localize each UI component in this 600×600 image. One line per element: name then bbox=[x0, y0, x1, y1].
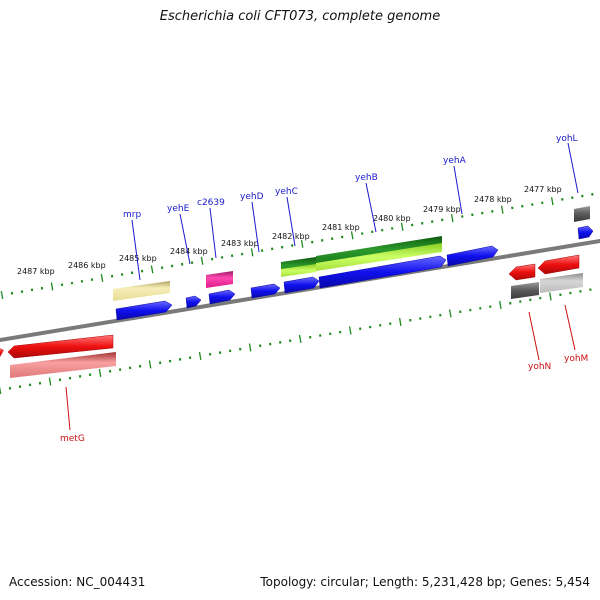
major-tick bbox=[50, 282, 54, 291]
major-tick bbox=[448, 309, 452, 318]
feature-yehC-lower[interactable] bbox=[281, 264, 316, 277]
major-tick bbox=[98, 368, 102, 378]
major-tick bbox=[198, 351, 202, 361]
gene-yehC[interactable] bbox=[283, 276, 320, 294]
ruler-label: 2487 kbp bbox=[17, 267, 55, 276]
major-tick bbox=[148, 360, 152, 369]
major-tick bbox=[150, 265, 154, 274]
gene-label-mrp[interactable]: mrp bbox=[123, 210, 141, 220]
major-tick bbox=[248, 343, 252, 352]
gene-label-yohM[interactable]: yohM bbox=[564, 354, 588, 364]
gene-yehE[interactable] bbox=[185, 295, 202, 309]
major-tick bbox=[200, 256, 204, 265]
ruler-ticks-forward bbox=[0, 192, 594, 300]
ruler-label: 2483 kbp bbox=[221, 239, 259, 248]
major-tick bbox=[250, 248, 254, 257]
gene-label-yohN[interactable]: yohN bbox=[528, 362, 551, 372]
gene-yehD[interactable] bbox=[250, 283, 281, 299]
gene-metG[interactable] bbox=[7, 334, 114, 359]
gene-label-yehB[interactable]: yehB bbox=[355, 173, 378, 183]
major-tick bbox=[450, 214, 454, 223]
major-tick bbox=[499, 300, 502, 310]
ruler-labels: 2487 kbp 2486 kbp 2485 kbp 2484 kbp 2483… bbox=[17, 185, 562, 276]
label-leaders-reverse bbox=[65, 304, 576, 431]
reverse-cds-track bbox=[0, 254, 580, 359]
accession-text: Accession: NC_004431 bbox=[9, 575, 146, 589]
major-tick bbox=[0, 290, 4, 300]
gene-label-yohL[interactable]: yohL bbox=[556, 134, 578, 144]
ruler-label: 2477 kbp bbox=[524, 185, 562, 194]
feature-mrp[interactable] bbox=[113, 281, 170, 301]
major-tick bbox=[549, 292, 552, 301]
ruler-label: 2481 kbp bbox=[322, 223, 360, 232]
ruler-label: 2480 kbp bbox=[373, 214, 411, 223]
gene-label-yehD[interactable]: yehD bbox=[240, 192, 264, 202]
gene-label-c2639[interactable]: c2639 bbox=[197, 198, 225, 208]
gene-label-yehA[interactable]: yehA bbox=[443, 156, 467, 166]
ruler-label: 2478 kbp bbox=[474, 195, 512, 204]
major-tick bbox=[48, 377, 52, 386]
major-tick bbox=[298, 334, 302, 344]
major-tick bbox=[348, 326, 352, 335]
feature-yohM[interactable] bbox=[540, 273, 583, 293]
genome-summary-text: Topology: circular; Length: 5,231,428 bp… bbox=[260, 575, 590, 589]
gene-yehB[interactable] bbox=[318, 255, 447, 289]
feature-metG[interactable] bbox=[10, 352, 116, 378]
gene-label-metG[interactable]: metG bbox=[60, 434, 85, 444]
gene-mrp[interactable] bbox=[115, 300, 173, 321]
gene-label-yehC[interactable]: yehC bbox=[275, 187, 298, 197]
reverse-feature-track bbox=[10, 273, 583, 378]
feature-yohN[interactable] bbox=[511, 282, 539, 299]
major-tick bbox=[0, 386, 2, 395]
ruler-label: 2486 kbp bbox=[68, 261, 106, 270]
minor-tick bbox=[270, 247, 274, 251]
gene-label-yehE[interactable]: yehE bbox=[167, 204, 190, 214]
ruler-label: 2482 kbp bbox=[272, 232, 310, 241]
major-tick bbox=[300, 239, 304, 248]
major-tick bbox=[550, 197, 554, 206]
forward-cds-track bbox=[115, 225, 594, 321]
major-tick bbox=[398, 317, 402, 327]
gene-yohL[interactable] bbox=[577, 225, 594, 240]
minor-tick bbox=[90, 278, 94, 282]
major-tick bbox=[100, 273, 104, 283]
gene-yehA[interactable] bbox=[446, 245, 499, 267]
label-leaders-forward bbox=[131, 142, 579, 281]
map-title: Escherichia coli CFT073, complete genome bbox=[159, 9, 441, 24]
ruler-label: 2485 kbp bbox=[119, 254, 157, 263]
ruler-ticks-reverse bbox=[0, 288, 592, 395]
major-tick bbox=[500, 205, 504, 214]
ruler-label: 2479 kbp bbox=[423, 205, 461, 214]
major-tick bbox=[350, 231, 354, 240]
minor-tick bbox=[389, 322, 392, 326]
reverse-gene-labels: yohN yohM metG bbox=[60, 354, 588, 444]
gene-yohN[interactable] bbox=[508, 263, 536, 281]
gene-metG-upstream[interactable] bbox=[0, 348, 4, 357]
feature-yohL[interactable] bbox=[574, 206, 590, 222]
ruler-label: 2484 kbp bbox=[170, 247, 208, 256]
forward-feature-track bbox=[113, 206, 590, 301]
gene-yohM[interactable] bbox=[537, 254, 580, 275]
gene-c2639[interactable] bbox=[208, 289, 236, 305]
major-tick bbox=[400, 222, 404, 231]
forward-gene-labels: mrp yehE c2639 yehD yehC yehB yehA yohL bbox=[123, 134, 578, 220]
feature-yehB-lower[interactable] bbox=[316, 243, 442, 271]
feature-c2639[interactable] bbox=[206, 271, 233, 288]
